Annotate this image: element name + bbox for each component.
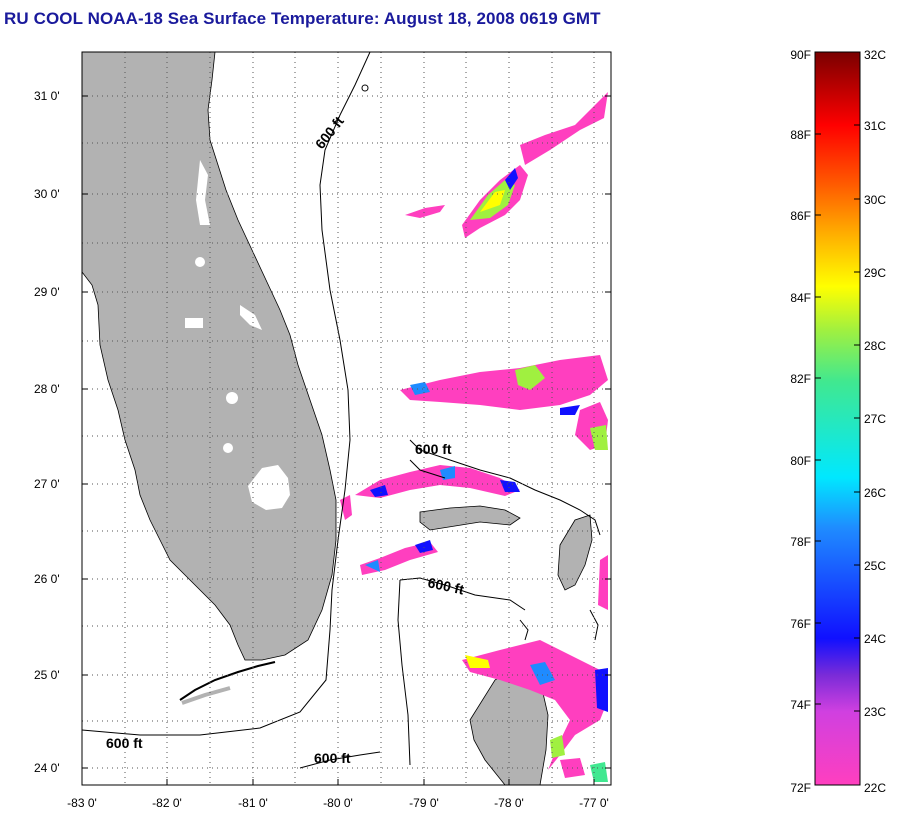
contour-label: 600 ft xyxy=(426,574,465,597)
colorbar-f-label: 76F xyxy=(790,617,811,631)
colorbar-f-label: 82F xyxy=(790,372,811,386)
florida-keys xyxy=(181,686,231,705)
colorbar-f-label: 90F xyxy=(790,48,811,62)
colorbar-c-label: 29C xyxy=(864,266,886,280)
lat-tick-label: 29 0' xyxy=(34,285,60,299)
grand-bahama-island xyxy=(419,505,521,531)
lat-tick-label: 25 0' xyxy=(34,668,60,682)
lat-tick-label: 30 0' xyxy=(34,187,60,201)
lake xyxy=(223,443,233,453)
colorbar-c-label: 28C xyxy=(864,339,886,353)
colorbar-f-label: 84F xyxy=(790,291,811,305)
lon-tick-label: -81 0' xyxy=(238,796,268,810)
colorbar-f-label: 78F xyxy=(790,535,811,549)
lake-okeechobee xyxy=(248,465,290,510)
colorbar-c-label: 22C xyxy=(864,781,886,795)
colorbar-c-label: 25C xyxy=(864,559,886,573)
colorbar-c-label: 23C xyxy=(864,705,886,719)
colorbar-c-label: 24C xyxy=(864,632,886,646)
colorbar-f-label: 88F xyxy=(790,128,811,142)
lon-tick-label: -78 0' xyxy=(494,796,524,810)
colorbar-f-label: 80F xyxy=(790,454,811,468)
colorbar-c-label: 27C xyxy=(864,412,886,426)
lon-tick-label: -83 0' xyxy=(67,796,97,810)
island xyxy=(589,609,599,641)
contour-label: 600 ft xyxy=(314,750,351,766)
lat-tick-label: 24 0' xyxy=(34,761,60,775)
lake xyxy=(195,257,205,267)
colorbar-f-label: 74F xyxy=(790,698,811,712)
colorbar xyxy=(814,51,861,786)
colorbar-f-label: 72F xyxy=(790,781,811,795)
colorbar-f-label: 86F xyxy=(790,209,811,223)
graticule xyxy=(82,52,611,785)
island xyxy=(519,619,529,641)
lat-tick-label: 31 0' xyxy=(34,89,60,103)
colorbar-c-label: 26C xyxy=(864,486,886,500)
lat-tick-label: 28 0' xyxy=(34,382,60,396)
colorbar-ticks xyxy=(815,124,860,712)
lat-tick-label: 26 0' xyxy=(34,572,60,586)
colorbar-c-label: 30C xyxy=(864,193,886,207)
lake xyxy=(240,305,262,330)
florida-keys xyxy=(179,661,276,701)
map-frame xyxy=(81,51,612,786)
contour-label: 600 ft xyxy=(415,441,452,457)
map-title: RU COOL NOAA-18 Sea Surface Temperature:… xyxy=(4,9,601,28)
abaco-island xyxy=(557,514,593,591)
river xyxy=(196,160,210,225)
lake xyxy=(185,318,203,328)
colorbar-c-label: 31C xyxy=(864,119,886,133)
tick-marks xyxy=(81,95,611,785)
sst-observations xyxy=(340,92,608,782)
lat-tick-label: 27 0' xyxy=(34,477,60,491)
lon-tick-label: -79 0' xyxy=(409,796,439,810)
lake xyxy=(226,392,238,404)
lon-tick-label: -82 0' xyxy=(152,796,182,810)
lon-tick-label: -80 0' xyxy=(323,796,353,810)
contour-label: 600 ft xyxy=(106,735,143,751)
colorbar-c-label: 32C xyxy=(864,48,886,62)
lon-tick-label: -77 0' xyxy=(579,796,609,810)
